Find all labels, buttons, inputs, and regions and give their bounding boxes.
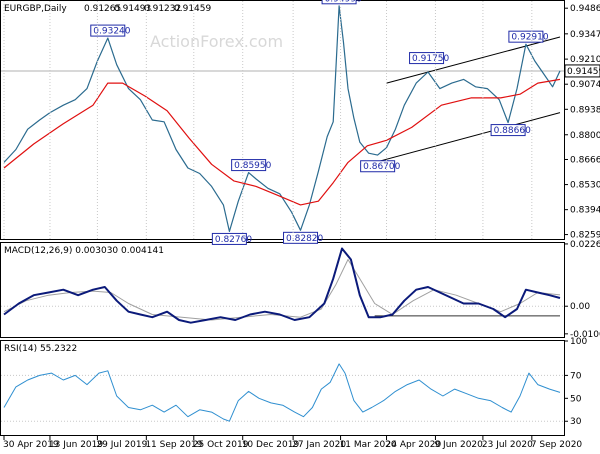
x-axis-label: 9 Jun 2020 <box>434 440 483 450</box>
x-axis-label: 23 Jul 2020 <box>482 440 533 450</box>
ohlc-close: 0.91459 <box>174 4 211 14</box>
x-axis-label: 27 Jan 2020 <box>292 440 346 450</box>
macd-panel-border <box>0 242 565 338</box>
rsi-axis-label: 50 <box>570 394 582 404</box>
channel-upper-line <box>386 36 561 84</box>
last-price-label: 0.91459 <box>567 67 600 77</box>
x-axis-label: 7 Sep 2020 <box>531 440 583 450</box>
rsi-axis-label: 100 <box>570 337 587 347</box>
annotation-box <box>231 159 267 172</box>
annotation-label: 0.82820 <box>286 234 323 244</box>
annotation-label: 0.93240 <box>93 27 130 37</box>
annotation-box <box>283 231 319 244</box>
annotation-label: 0.85950 <box>234 161 271 171</box>
ohlc-open: 0.91265 <box>84 4 121 14</box>
annotation-box <box>490 124 526 137</box>
annotation-label: 0.94990 <box>325 0 362 4</box>
x-axis-label: 25 Oct 2019 <box>193 440 249 450</box>
annotation-box <box>211 232 247 245</box>
annotation-label: 0.91750 <box>412 54 449 64</box>
rsi-axis-label: 70 <box>570 371 582 381</box>
annotation-box <box>90 24 126 37</box>
macd-line <box>3 247 561 324</box>
price-series-line <box>3 5 561 232</box>
rsi-panel-border <box>0 340 565 436</box>
ohlc-low: 0.91232 <box>144 4 181 14</box>
annotation-label: 0.86700 <box>363 162 400 172</box>
chart-symbol-title: EURGBP,Daily <box>4 4 67 14</box>
x-axis-label: 11 Mar 2020 <box>340 440 397 450</box>
last-price-box <box>564 64 600 78</box>
x-axis-label: 10 Dec 2019 <box>242 440 300 450</box>
chart-frame: EURGBP,Daily 0.91265 0.91493 0.91232 0.9… <box>0 0 565 436</box>
annotation-box <box>409 52 445 65</box>
macd-title: MACD(12,26,9) 0.003030 0.004141 <box>4 246 164 256</box>
annotation-box <box>508 30 544 43</box>
macd-axis-label: -0.010052 <box>570 330 600 340</box>
rsi-axis-label: 30 <box>570 417 582 427</box>
x-axis-label: 30 Apr 2019 <box>3 440 59 450</box>
annotation-label: 0.92910 <box>511 33 548 43</box>
annotation-box <box>360 160 396 173</box>
annotation-label: 0.82760 <box>215 235 252 245</box>
x-axis-label: 11 Sep 2019 <box>145 440 202 450</box>
annotation-box <box>321 0 357 5</box>
watermark: ActionForex.com <box>150 32 283 51</box>
x-axis-label: 24 Apr 2020 <box>386 440 442 450</box>
macd-axis-label: 0.022662 <box>570 240 600 250</box>
annotation-label: 0.88660 <box>494 126 531 136</box>
ohlc-high: 0.91493 <box>114 4 151 14</box>
macd-axis-label: 0.00 <box>570 302 590 312</box>
x-axis-label: 29 Jul 2019 <box>96 440 147 450</box>
rsi-title: RSI(14) 55.2322 <box>4 344 77 354</box>
macd-signal-line <box>3 259 561 321</box>
rsi-line <box>3 363 561 422</box>
x-axis-label: 13 Jun 2019 <box>49 440 103 450</box>
channel-lower-line <box>374 112 561 163</box>
moving-average-line <box>3 78 561 206</box>
price-panel-border <box>0 0 565 240</box>
